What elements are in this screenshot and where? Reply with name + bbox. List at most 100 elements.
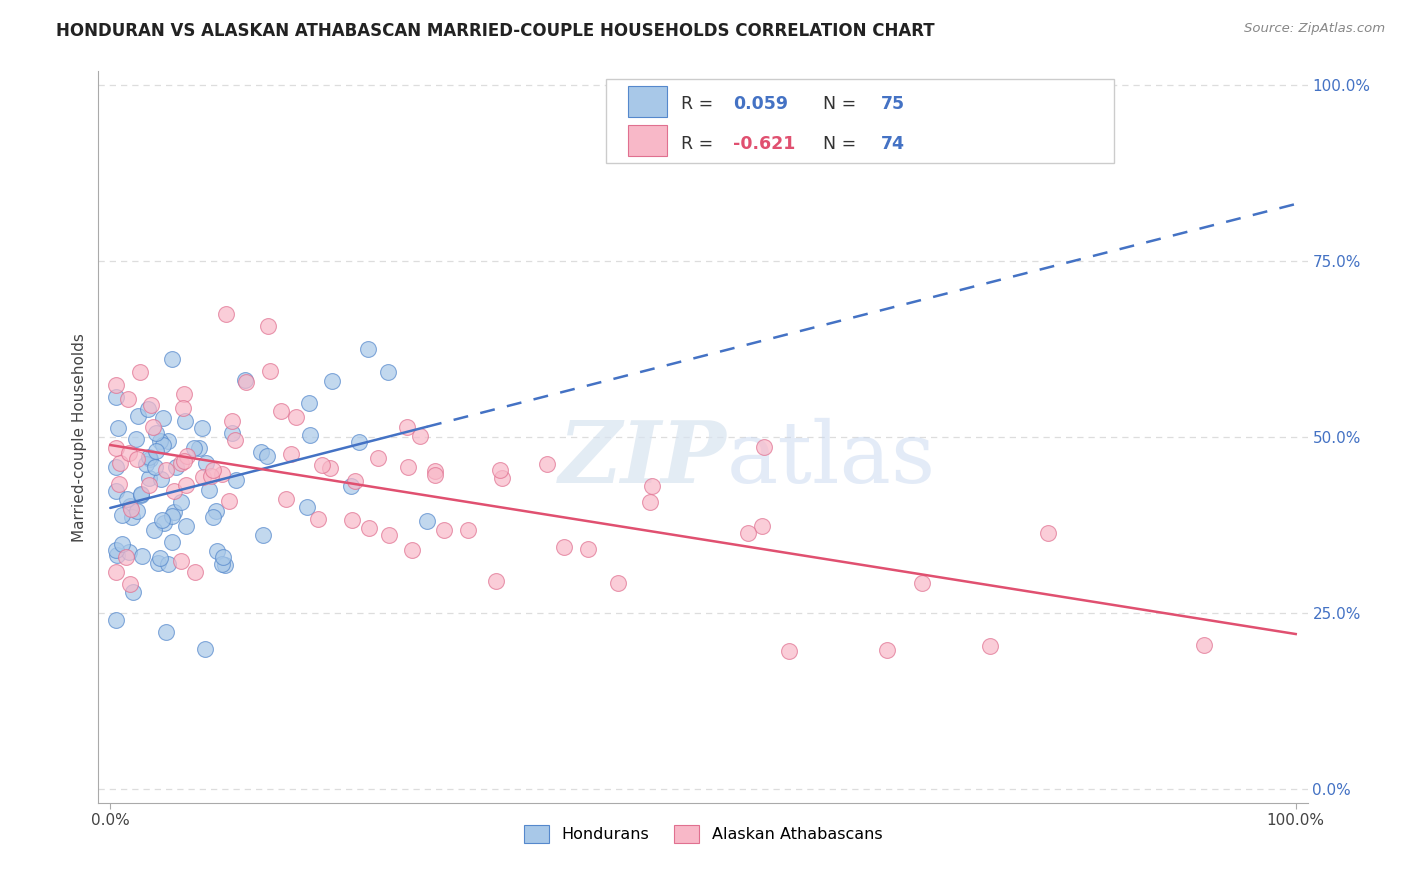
Point xyxy=(485,574,508,588)
Point xyxy=(307,512,329,526)
Point xyxy=(184,566,207,580)
Text: R =: R = xyxy=(682,136,718,153)
Legend: Hondurans, Alaskan Athabascans: Hondurans, Alaskan Athabascans xyxy=(517,819,889,850)
Point xyxy=(138,478,160,492)
Point xyxy=(377,365,399,379)
Point xyxy=(409,429,432,443)
Point xyxy=(259,364,281,378)
Point xyxy=(979,639,1001,653)
Point xyxy=(433,523,456,537)
Point xyxy=(536,457,558,471)
Point xyxy=(170,554,193,568)
Point xyxy=(176,519,198,533)
Point xyxy=(256,318,278,333)
Point xyxy=(194,456,217,470)
Point xyxy=(876,643,898,657)
Point xyxy=(194,641,217,656)
Point xyxy=(150,512,173,526)
Point xyxy=(105,377,128,392)
Point xyxy=(416,514,439,528)
Point xyxy=(107,421,129,435)
Point xyxy=(221,415,243,429)
Point xyxy=(295,500,318,514)
Point xyxy=(280,447,302,461)
Point xyxy=(489,463,512,477)
Point xyxy=(252,527,274,541)
Point xyxy=(298,427,321,442)
Point xyxy=(176,449,198,463)
Text: 74: 74 xyxy=(880,136,904,153)
Text: N =: N = xyxy=(811,136,862,153)
Point xyxy=(108,456,131,470)
Point xyxy=(117,446,139,460)
Point xyxy=(606,575,628,590)
Point xyxy=(191,470,214,484)
Point xyxy=(201,463,224,477)
Point xyxy=(340,478,363,492)
Point xyxy=(191,421,214,435)
Point xyxy=(121,584,143,599)
Point xyxy=(105,543,128,558)
Point xyxy=(131,549,153,564)
Point xyxy=(198,483,221,497)
Point xyxy=(224,433,246,447)
Text: Source: ZipAtlas.com: Source: ZipAtlas.com xyxy=(1244,22,1385,36)
Text: -0.621: -0.621 xyxy=(734,136,796,153)
Point xyxy=(111,536,134,550)
Point xyxy=(145,426,167,441)
Point xyxy=(172,401,194,416)
Point xyxy=(284,409,307,424)
Point xyxy=(378,528,401,542)
Text: ZIP: ZIP xyxy=(560,417,727,500)
Point xyxy=(221,426,243,441)
Point xyxy=(120,499,142,513)
Point xyxy=(155,624,177,639)
Point xyxy=(136,401,159,416)
Point xyxy=(142,419,165,434)
Point xyxy=(163,506,186,520)
Point xyxy=(201,509,224,524)
Point xyxy=(115,549,138,564)
Point xyxy=(204,503,226,517)
Point xyxy=(423,467,446,482)
Point xyxy=(156,557,179,571)
Point xyxy=(163,483,186,498)
Text: 0.059: 0.059 xyxy=(734,95,789,113)
Point xyxy=(318,461,340,475)
Point xyxy=(214,558,236,573)
Point xyxy=(111,508,134,522)
Point xyxy=(135,457,157,471)
Point xyxy=(737,526,759,541)
Point xyxy=(129,487,152,501)
Text: R =: R = xyxy=(682,95,718,113)
Point xyxy=(138,450,160,465)
Point xyxy=(457,523,479,537)
Point xyxy=(170,456,193,470)
Point xyxy=(256,450,278,464)
Point xyxy=(311,458,333,472)
Point xyxy=(129,488,152,502)
Point xyxy=(125,433,148,447)
Point xyxy=(357,343,380,357)
Point xyxy=(105,613,128,627)
Bar xyxy=(628,126,666,156)
Point xyxy=(105,391,128,405)
Point xyxy=(321,374,343,388)
Point xyxy=(155,463,177,477)
Point xyxy=(205,544,228,558)
Point xyxy=(347,434,370,449)
Point xyxy=(107,477,129,491)
Point xyxy=(150,471,173,485)
Point xyxy=(165,460,187,475)
Point xyxy=(200,469,222,483)
Point xyxy=(105,483,128,498)
Point xyxy=(250,444,273,458)
FancyBboxPatch shape xyxy=(606,78,1114,163)
Point xyxy=(344,474,367,488)
Point xyxy=(211,557,233,571)
Point xyxy=(152,438,174,452)
Point xyxy=(173,453,195,467)
Point xyxy=(491,471,513,485)
Text: atlas: atlas xyxy=(727,417,936,500)
Point xyxy=(359,521,381,535)
